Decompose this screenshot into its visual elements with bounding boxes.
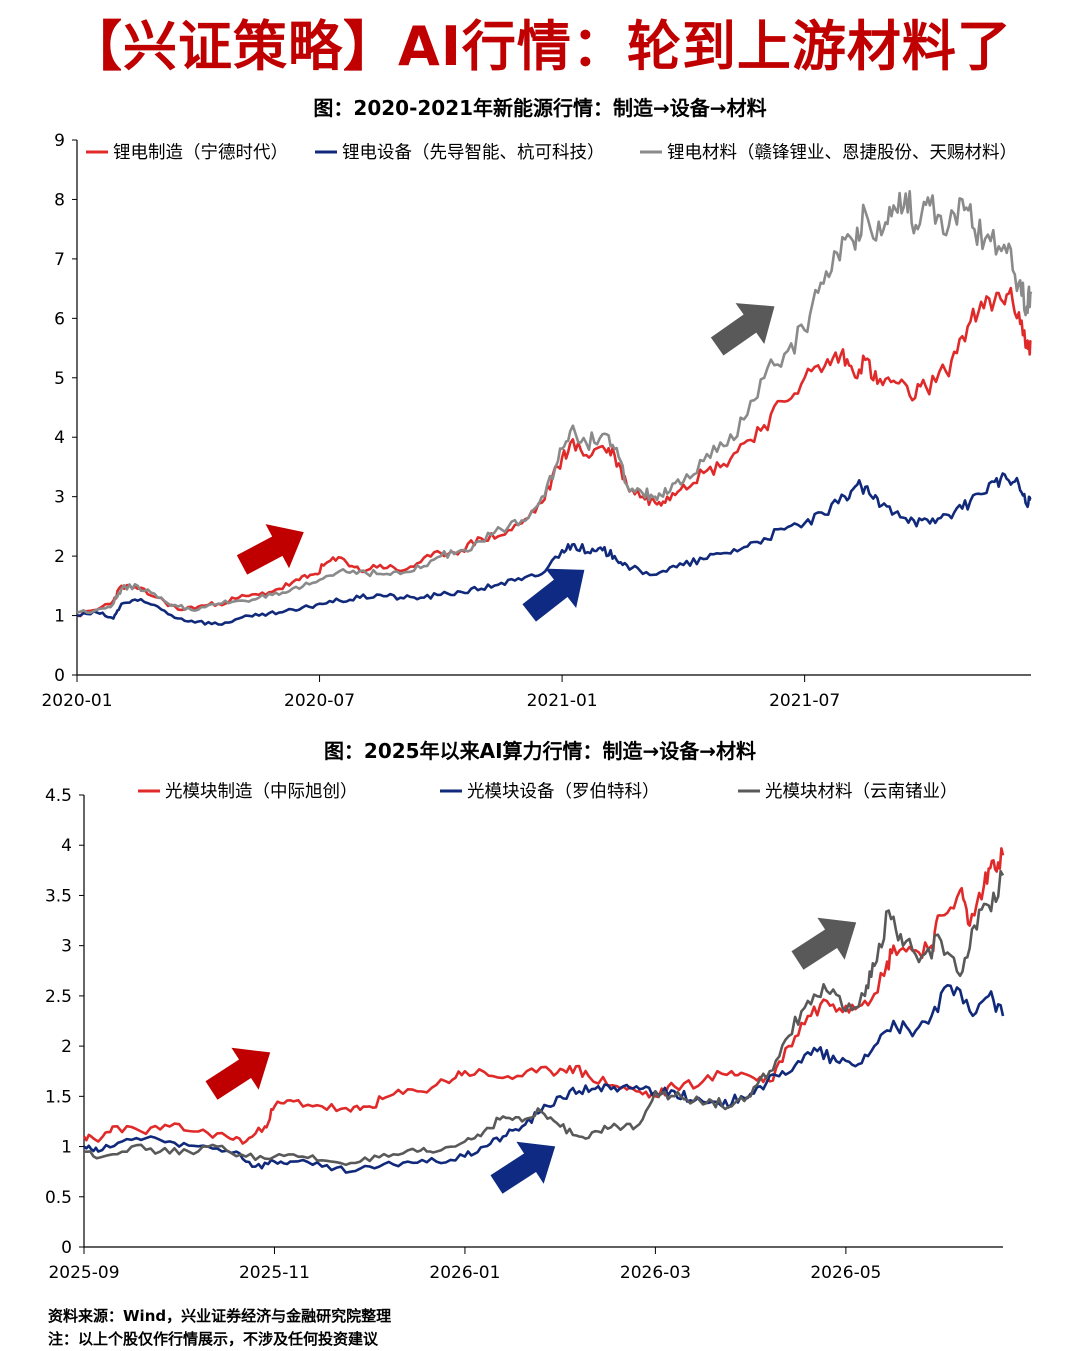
main-title: 【兴证策略】AI行情：轮到上游材料了 (68, 15, 1012, 78)
chart2-series-line-3 (83, 869, 1005, 1167)
chart1-y-tick-label: 5 (54, 369, 65, 389)
chart1-y-tick-label: 9 (54, 131, 65, 151)
chart2-series-line-1 (82, 847, 1005, 1145)
chart2-y-tick-label: 0 (61, 1238, 72, 1258)
red-arrow-icon (205, 1047, 271, 1100)
chart2-y-tick-label: 3 (61, 937, 72, 957)
chart1-series-line-3 (76, 190, 1033, 615)
gray-arrow-icon (791, 917, 857, 970)
chart2-legend-label: 光模块设备（罗伯特科） (467, 782, 660, 802)
chart2-y-tick-label: 0.5 (45, 1188, 72, 1208)
chart2-series-line-2 (83, 984, 1005, 1174)
chart1-y-tick-label: 1 (54, 607, 65, 627)
chart1-x-tick-label: 2020-07 (284, 691, 355, 711)
chart2-title: 图：2025年以来AI算力行情：制造→设备→材料 (323, 739, 757, 763)
chart2-y-tick-label: 2.5 (45, 987, 72, 1007)
chart1-y-tick-label: 4 (54, 428, 65, 448)
chart1-y-tick-label: 8 (54, 190, 65, 210)
chart2-legend-label: 光模块制造（中际旭创） (165, 782, 358, 802)
navy-arrow-icon (490, 1141, 556, 1194)
chart2-x-tick-label: 2026-05 (810, 1263, 881, 1283)
chart1-x-tick-label: 2021-01 (527, 691, 598, 711)
footer-notes: 资料来源：Wind，兴业证券经济与金融研究院整理 注：以上个股仅作行情展示，不涉… (48, 1305, 391, 1351)
chart1-y-tick-label: 2 (54, 547, 65, 567)
chart2-y-tick-label: 3.5 (45, 886, 72, 906)
chart1-x-tick-label: 2021-07 (769, 691, 840, 711)
chart2-y-tick-label: 4.5 (45, 786, 72, 806)
chart2-x-tick-label: 2026-01 (429, 1263, 500, 1283)
chart1-title: 图：2020-2021年新能源行情：制造→设备→材料 (313, 96, 767, 120)
chart1-legend-label: 锂电材料（赣锋锂业、恩捷股份、天赐材料） (667, 143, 1017, 163)
chart1-series-line-2 (77, 472, 1032, 626)
chart1-plot: 0 1 2 3 4 5 6 7 8 9 2020-01 2020-07 2021-01 2021-07 锂电… (41, 131, 1033, 711)
chart2-y-tick-label: 1 (61, 1138, 72, 1158)
chart1-y-tick-label: 7 (54, 250, 65, 270)
chart2-x-tick-label: 2025-09 (48, 1263, 119, 1283)
chart2-x-tick-label: 2026-03 (620, 1263, 691, 1283)
chart1-y-tick-label: 6 (54, 309, 65, 329)
chart2-plot: 0 0.5 1 1.5 2 2.5 3 3.5 4 4.5 2025-09 2025-11 2026-0… (45, 782, 1005, 1283)
chart1-x-tick-label: 2020-01 (41, 691, 112, 711)
chart2-y-tick-label: 2 (61, 1037, 72, 1057)
red-arrow-icon (236, 524, 304, 575)
chart1-y-tick-label: 3 (54, 488, 65, 508)
source-note: 资料来源：Wind，兴业证券经济与金融研究院整理 (48, 1307, 392, 1325)
chart1-legend-label: 锂电制造（宁德时代） (113, 143, 288, 163)
chart2-y-tick-label: 1.5 (45, 1087, 72, 1107)
chart2-x-tick-label: 2025-11 (239, 1263, 310, 1283)
navy-arrow-icon (522, 568, 585, 622)
chart2-y-tick-label: 4 (61, 836, 72, 856)
chart1-legend-label: 锂电设备（先导智能、杭可科技） (342, 143, 605, 163)
disclaimer-note: 注：以上个股仅作行情展示，不涉及任何投资建议 (48, 1330, 379, 1348)
chart1-series-line-1 (76, 286, 1032, 618)
gray-arrow-icon (710, 303, 775, 356)
chart2-legend-label: 光模块材料（云南锗业） (765, 782, 958, 802)
chart1-y-tick-label: 0 (54, 666, 65, 686)
